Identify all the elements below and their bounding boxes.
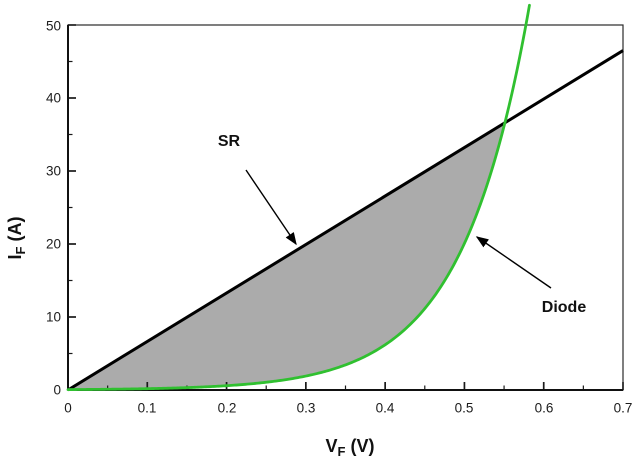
diode-curve [66,3,531,391]
sr-curve-label: SR [217,133,241,150]
x-tick-label: 0.4 [375,400,395,416]
x-tick-label: 0.2 [217,400,237,416]
x-tick-label: 0 [64,400,72,416]
y-tick-label: 40 [45,90,61,106]
y-tick-label: 0 [53,382,61,398]
x-tick-label: 0.5 [454,400,474,416]
sr-arrow [245,169,297,246]
diode-arrow [475,236,552,289]
x-tick-label: 0.3 [296,400,316,416]
x-tick-label: 0.1 [137,400,157,416]
y-tick-label: 20 [45,236,61,252]
diode-curve-label: Diode [541,299,587,316]
x-tick-label: 0.7 [613,400,633,416]
y-tick-label: 10 [45,309,61,325]
y-axis-title: IF (A) [5,216,28,260]
x-axis-title: VF (V) [325,436,375,459]
x-tick-label: 0.6 [534,400,554,416]
y-tick-label: 50 [45,18,61,34]
sr-line [67,49,624,392]
y-tick-label: 30 [45,163,61,179]
